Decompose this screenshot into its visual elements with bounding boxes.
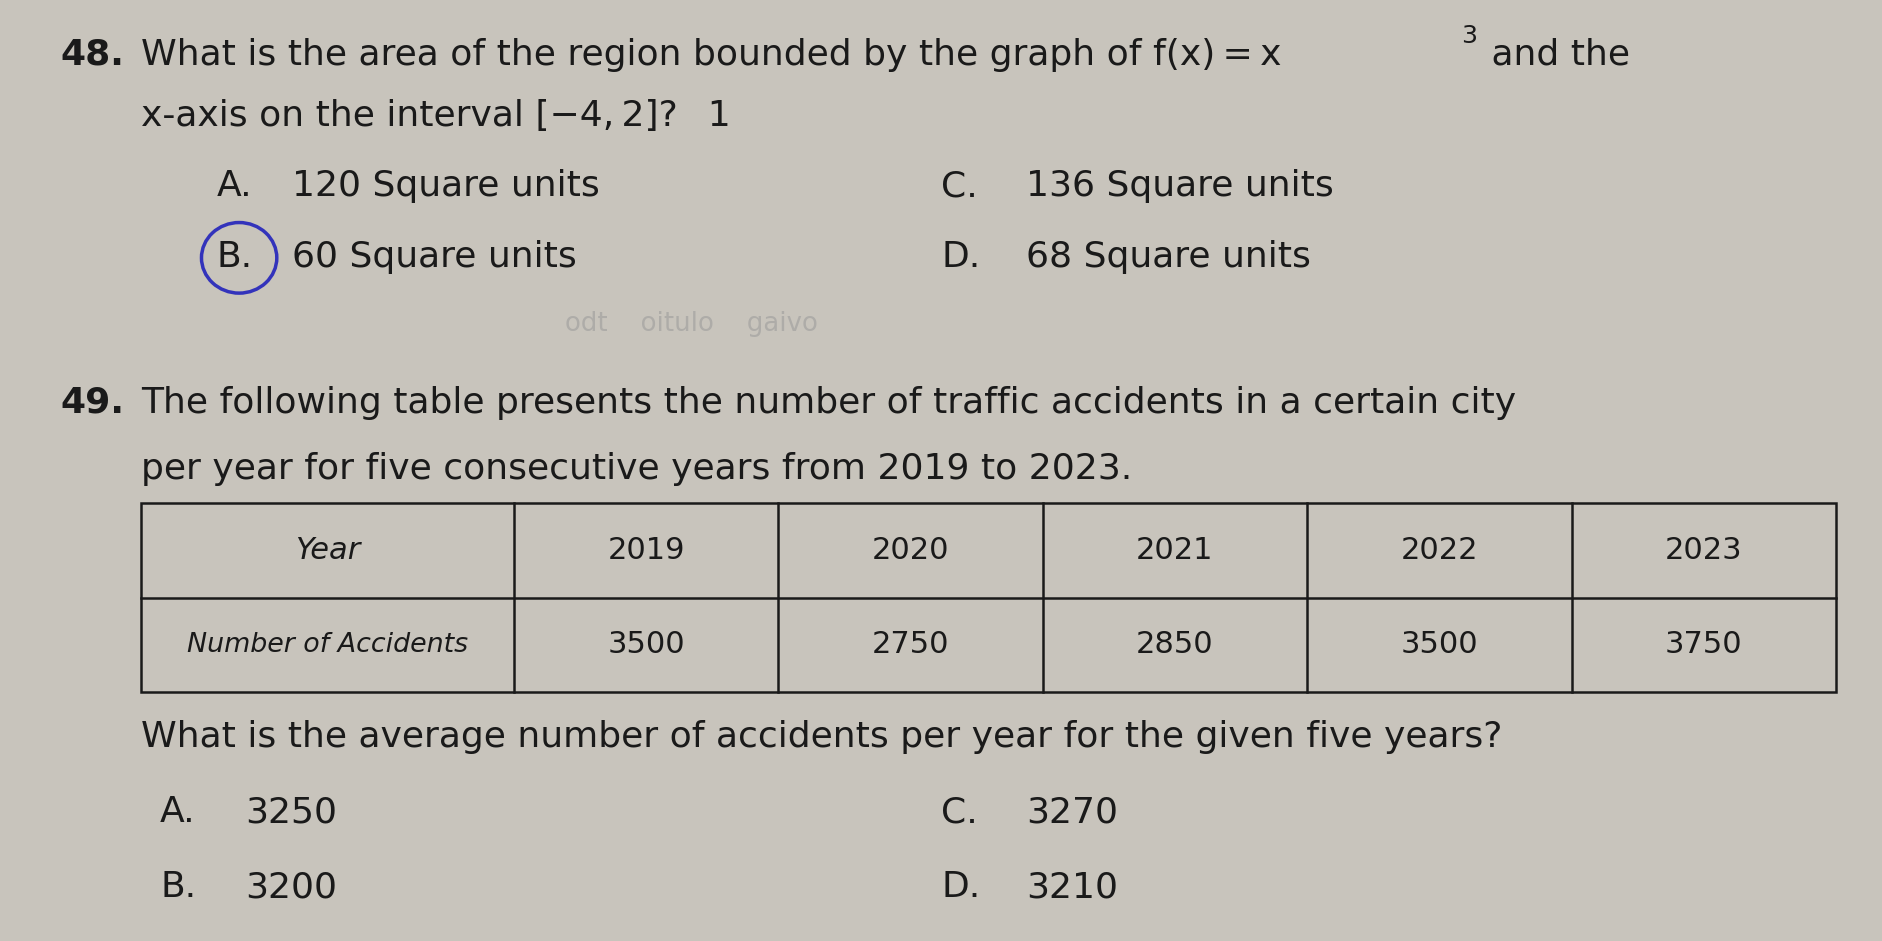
Text: 68 Square units: 68 Square units <box>1026 240 1310 274</box>
Text: C.: C. <box>941 795 979 829</box>
Text: 2850: 2850 <box>1135 630 1214 659</box>
Text: 2021: 2021 <box>1135 536 1214 565</box>
Text: A.: A. <box>216 169 252 203</box>
Text: 3: 3 <box>1460 24 1475 48</box>
Text: Year: Year <box>295 536 359 565</box>
Text: 120 Square units: 120 Square units <box>292 169 598 203</box>
Text: 3250: 3250 <box>245 795 337 829</box>
Text: C.: C. <box>941 169 979 203</box>
Text: 3750: 3750 <box>1664 630 1741 659</box>
Text: What is the area of the region bounded by the graph of f(x) = x: What is the area of the region bounded b… <box>141 38 1282 72</box>
Text: 2750: 2750 <box>871 630 949 659</box>
Text: 2022: 2022 <box>1400 536 1477 565</box>
Text: B.: B. <box>216 240 252 274</box>
Text: 2019: 2019 <box>608 536 685 565</box>
Text: B.: B. <box>160 870 196 904</box>
Text: odt    oitulo    gaivo: odt oitulo gaivo <box>565 311 817 337</box>
Text: D.: D. <box>941 240 981 274</box>
Text: and the: and the <box>1479 38 1630 72</box>
Text: per year for five consecutive years from 2019 to 2023.: per year for five consecutive years from… <box>141 452 1131 486</box>
Text: 3500: 3500 <box>608 630 685 659</box>
Text: 3200: 3200 <box>245 870 337 904</box>
Text: What is the average number of accidents per year for the given five years?: What is the average number of accidents … <box>141 720 1502 754</box>
Text: 60 Square units: 60 Square units <box>292 240 576 274</box>
Text: A.: A. <box>160 795 196 829</box>
Text: The following table presents the number of traffic accidents in a certain city: The following table presents the number … <box>141 386 1515 420</box>
Text: 48.: 48. <box>60 38 124 72</box>
Text: 3270: 3270 <box>1026 795 1118 829</box>
Text: 136 Square units: 136 Square units <box>1026 169 1332 203</box>
Text: 49.: 49. <box>60 386 124 420</box>
Text: 3210: 3210 <box>1026 870 1118 904</box>
Text: D.: D. <box>941 870 981 904</box>
Text: 3500: 3500 <box>1400 630 1477 659</box>
Bar <box>141 503 1835 692</box>
Text: 2023: 2023 <box>1664 536 1741 565</box>
Text: Number of Accidents: Number of Accidents <box>186 631 469 658</box>
Text: x-axis on the interval [−4, 2]?  1: x-axis on the interval [−4, 2]? 1 <box>141 99 730 133</box>
Text: 2020: 2020 <box>871 536 949 565</box>
